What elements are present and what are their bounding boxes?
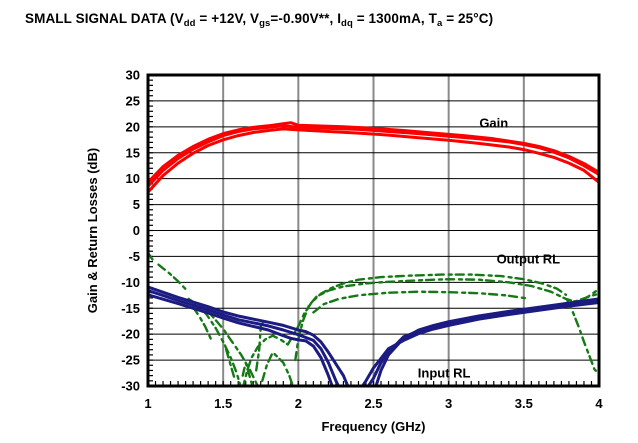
y-tick-label: -25: [121, 353, 140, 368]
title-subscript: dq: [341, 18, 353, 29]
x-tick-label: 4: [595, 396, 603, 411]
series-trace: [566, 299, 599, 375]
series-trace: [224, 348, 237, 382]
input-rl-series: [148, 285, 599, 386]
series-trace: [157, 263, 189, 292]
x-tick-label: 3.5: [515, 396, 533, 411]
y-tick-label: -20: [121, 327, 140, 342]
series-trace: [191, 306, 213, 341]
y-tick-label: 30: [126, 68, 140, 83]
x-tick-label: 1: [144, 396, 151, 411]
y-tick-label: 20: [126, 119, 140, 134]
series-trace: [261, 351, 295, 386]
title-text: = 25°C): [442, 11, 494, 26]
x-axis-label: Frequency (GHz): [321, 419, 425, 434]
series-trace: [294, 278, 599, 362]
y-tick-label: -30: [121, 379, 140, 394]
title-text: = +12V, V: [195, 11, 260, 26]
title-text: =-0.90V**, I: [270, 11, 342, 26]
y-tick-label: 25: [126, 93, 140, 108]
series-trace: [200, 305, 259, 386]
output-rl-label: Output RL: [497, 252, 561, 267]
series-trace: [241, 361, 254, 386]
title-subscript: dd: [183, 18, 196, 29]
series-trace: [148, 124, 599, 188]
input-rl-label: Input RL: [418, 366, 471, 381]
x-tick-label: 2: [295, 396, 302, 411]
x-tick-label: 2.5: [364, 396, 382, 411]
plot-area: [148, 121, 599, 386]
x-tick-label: 3: [445, 396, 452, 411]
y-axis-label: Gain & Return Losses (dB): [85, 148, 100, 313]
y-tick-label: 0: [133, 223, 140, 238]
y-tick-label: 15: [126, 145, 140, 160]
y-tick-label: 10: [126, 171, 140, 186]
y-tick-label: -5: [128, 249, 140, 264]
y-tick-label: -10: [121, 275, 140, 290]
gain-label: Gain: [479, 116, 508, 131]
output-rl-series: [148, 251, 599, 386]
series-trace: [148, 289, 599, 386]
title-text: = 1300mA, T: [352, 11, 437, 26]
series-trace: [148, 285, 599, 386]
x-tick-label: 1.5: [214, 396, 232, 411]
series-trace: [312, 290, 528, 314]
plot-border: [146, 73, 601, 388]
series-trace: [148, 127, 599, 194]
title-text: SMALL SIGNAL DATA (V: [25, 11, 184, 26]
y-tick-label: -15: [121, 301, 140, 316]
title-subscript: a: [436, 18, 443, 29]
title-subscript: gs: [259, 18, 271, 29]
chart-title: SMALL SIGNAL DATA (Vdd = +12V, Vgs=-0.90…: [25, 11, 493, 29]
gain-series: [148, 121, 599, 194]
series-trace: [148, 293, 599, 386]
y-tick-label: 5: [133, 197, 140, 212]
